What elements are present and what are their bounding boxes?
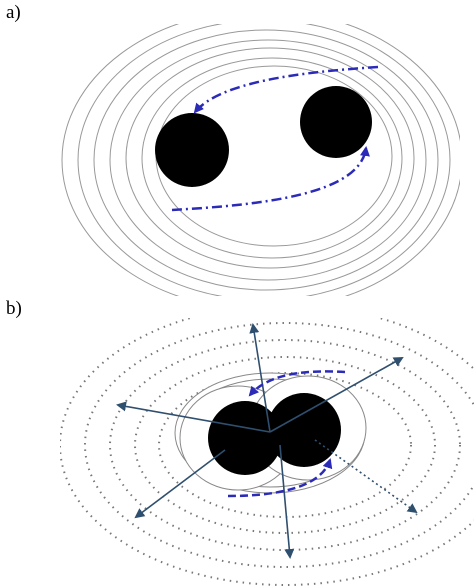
panel-label: a) [6, 2, 21, 23]
orbit-arrow [227, 458, 333, 498]
radiation-arrows [116, 323, 418, 559]
wave-fronts [60, 318, 474, 586]
black-hole [300, 86, 372, 158]
orbit-arrow [248, 370, 346, 397]
panel-label: b) [6, 298, 22, 319]
field-lines [61, 24, 460, 296]
black-hole [155, 113, 229, 187]
orbit-arrow [171, 146, 370, 212]
black-hole [267, 393, 341, 467]
black-hole [208, 401, 282, 475]
orbit-arrow [193, 65, 379, 114]
